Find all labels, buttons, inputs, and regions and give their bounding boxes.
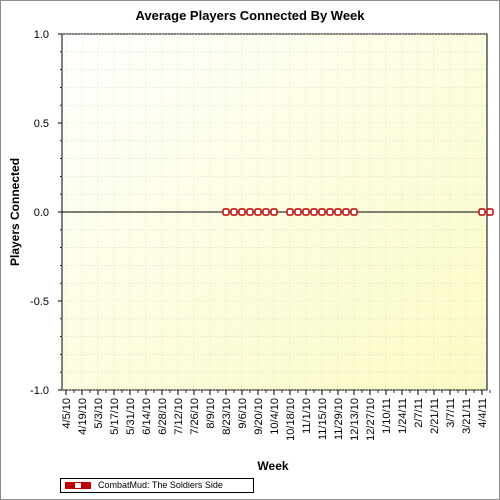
x-tick-label: 9/20/10 xyxy=(253,398,265,435)
x-tick-label: 8/23/10 xyxy=(221,398,233,435)
x-tick-label: 12/13/10 xyxy=(349,398,361,441)
x-tick-label: 6/28/10 xyxy=(157,398,169,435)
data-point xyxy=(254,208,262,216)
legend-marker xyxy=(75,483,81,488)
x-tick-label: 6/14/10 xyxy=(141,398,153,435)
x-tick-label: 10/4/10 xyxy=(269,398,281,435)
y-tick-label: 1.0 xyxy=(34,29,49,41)
y-tick-label: 0.0 xyxy=(34,207,49,219)
y-tick-label: 0.5 xyxy=(34,118,49,130)
data-point xyxy=(350,208,358,216)
x-tick-label: 2/21/11 xyxy=(429,398,441,434)
x-tick-label: 5/31/10 xyxy=(125,398,137,435)
x-tick-label: 1/24/11 xyxy=(397,398,409,434)
x-tick-label: 11/1/10 xyxy=(301,398,313,434)
x-tick-label: 2/7/11 xyxy=(413,398,425,428)
y-tick-label: -0.5 xyxy=(30,296,49,308)
x-tick-label: 4/5/10 xyxy=(61,398,73,429)
data-point xyxy=(246,208,254,216)
data-point xyxy=(270,208,278,216)
x-tick-label: 5/3/10 xyxy=(93,398,105,429)
x-tick-label: 4/19/10 xyxy=(77,398,89,435)
data-point xyxy=(230,208,238,216)
data-point xyxy=(286,208,294,216)
data-point xyxy=(478,208,486,216)
data-point xyxy=(294,208,302,216)
x-tick-label: 1/10/11 xyxy=(381,398,393,434)
x-tick-label: 7/26/10 xyxy=(189,398,201,435)
x-tick-label: 10/18/10 xyxy=(285,398,297,441)
data-point xyxy=(342,208,350,216)
y-axis-ticks: 1.0 0.5 0.0 -0.5 -1.0 xyxy=(30,29,62,397)
y-tick-label: -1.0 xyxy=(30,385,49,397)
data-point xyxy=(326,208,334,216)
data-point xyxy=(486,208,494,216)
x-tick-label: 9/6/10 xyxy=(237,398,249,429)
x-tick-label: 3/21/11 xyxy=(461,398,473,434)
x-tick-label: 7/12/10 xyxy=(173,398,185,435)
legend-label: CombatMud: The Soldiers Side xyxy=(98,480,223,490)
x-tick-label: 12/27/10 xyxy=(365,398,377,441)
data-point xyxy=(262,208,270,216)
x-tick-label: 5/17/10 xyxy=(109,398,121,435)
data-point xyxy=(238,208,246,216)
data-point xyxy=(310,208,318,216)
x-tick-label: 11/15/10 xyxy=(317,398,329,440)
chart-title: Average Players Connected By Week xyxy=(135,8,365,23)
x-tick-label: 3/7/11 xyxy=(445,398,457,428)
data-point xyxy=(222,208,230,216)
y-axis-title: Players Connected xyxy=(8,158,22,266)
data-point xyxy=(302,208,310,216)
legend-swatch xyxy=(65,482,91,489)
data-point xyxy=(334,208,342,216)
x-tick-label: 8/9/10 xyxy=(205,398,217,429)
x-axis-title: Week xyxy=(257,459,288,473)
data-point xyxy=(318,208,326,216)
x-tick-label: 4/4/11 xyxy=(477,398,489,428)
x-tick-label: 11/29/10 xyxy=(333,398,345,440)
series-markers xyxy=(222,208,494,216)
x-axis-ticks: 4/5/10 4/19/10 5/3/10 5/17/10 5/31/10 6/14/10… xyxy=(61,390,491,441)
legend: CombatMud: The Soldiers Side xyxy=(60,478,254,493)
